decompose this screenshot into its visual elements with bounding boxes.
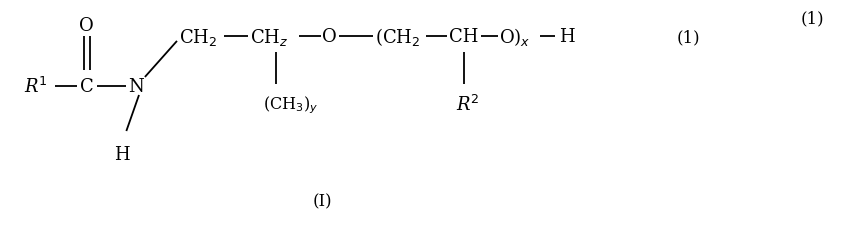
Text: R$^1$: R$^1$ [24, 76, 47, 97]
Text: O: O [322, 28, 336, 46]
Text: CH$_z$: CH$_z$ [250, 27, 288, 48]
Text: O)$_x$: O)$_x$ [500, 26, 531, 48]
Text: (I): (I) [313, 193, 332, 210]
Text: CH: CH [449, 28, 479, 46]
Text: (CH$_2$: (CH$_2$ [375, 26, 421, 48]
Text: C: C [80, 78, 93, 96]
Text: H: H [558, 28, 574, 46]
Text: N: N [128, 78, 143, 96]
Text: (1): (1) [677, 29, 700, 46]
Text: R$^2$: R$^2$ [456, 94, 479, 115]
Text: H: H [114, 145, 130, 163]
Text: O: O [80, 17, 94, 35]
Text: (1): (1) [801, 10, 824, 27]
Text: (CH$_3$)$_y$: (CH$_3$)$_y$ [263, 94, 318, 115]
Text: CH$_2$: CH$_2$ [179, 27, 217, 48]
